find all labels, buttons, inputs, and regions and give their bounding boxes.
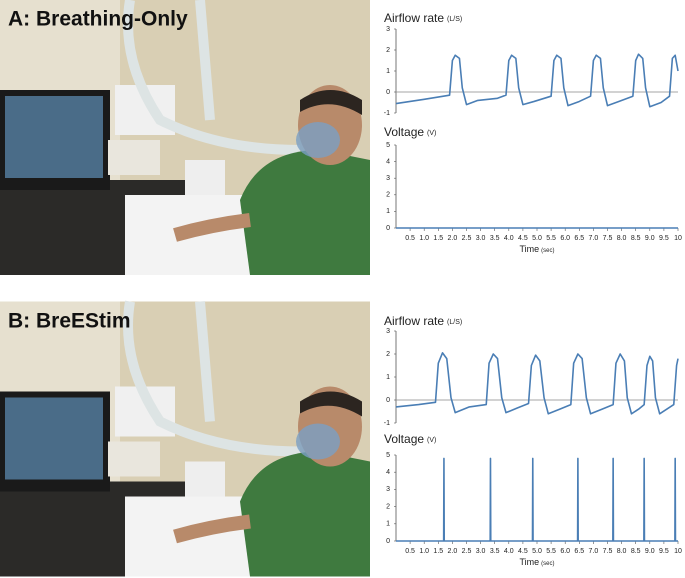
y-axis-title-text: Airflow rate [384,314,444,328]
y-tick-label: 0 [386,225,390,232]
x-tick-label: 6.0 [560,235,570,242]
y-tick-label: 1 [386,68,390,75]
data-line [395,53,679,108]
x-axis-title-text: Time [519,557,539,567]
x-tick-label: 8.5 [631,548,641,555]
y-tick-label: 2 [386,351,390,358]
y-tick-label: 0 [386,538,390,545]
y-tick-label: 5 [386,142,390,149]
x-tick-label: 3.5 [490,548,500,555]
x-tick-label: 5.5 [546,235,556,242]
panel-label: B: BreEStim [8,310,131,333]
y-axis-unit: (L/S) [447,16,462,23]
x-tick-label: 0.5 [405,548,415,555]
y-tick-label: 1 [386,208,390,215]
x-tick-label: 6.0 [560,548,570,555]
x-tick-label: 2.5 [462,235,472,242]
y-axis-title-text: Voltage [384,125,424,139]
x-tick-label: 5.0 [532,235,542,242]
x-tick-label: 9.0 [645,548,655,555]
panel-label: A: Breathing-Only [8,8,188,31]
data-line [395,352,679,415]
x-tick-label: 7.0 [589,548,599,555]
y-axis-title-text: Airflow rate [384,11,444,25]
x-tick-label: 6.5 [574,235,584,242]
x-axis-title: Time (sec) [519,244,554,254]
x-tick-label: 6.5 [574,548,584,555]
y-axis-unit: (V) [427,130,436,137]
x-tick-label: 0.5 [405,235,415,242]
y-tick-label: -1 [384,420,390,427]
y-axis-title: Voltage (V) [384,125,436,139]
y-axis-title: Voltage (V) [384,432,436,446]
y-axis-title-text: Voltage [384,432,424,446]
y-axis-unit: (L/S) [447,319,462,326]
x-axis-unit: (sec) [541,561,554,567]
y-tick-label: 3 [386,328,390,335]
x-tick-label: 1.0 [419,235,429,242]
x-tick-label: 3.5 [490,235,500,242]
x-tick-label: 4.0 [504,548,514,555]
y-axis-unit: (V) [427,437,436,444]
y-tick-label: 2 [386,47,390,54]
x-tick-label: 8.0 [617,235,627,242]
x-tick-label: 9.0 [645,235,655,242]
x-tick-label: 4.5 [518,548,528,555]
x-tick-label: 2.0 [448,548,458,555]
x-tick-label: 5.0 [532,548,542,555]
y-tick-label: 1 [386,521,390,528]
y-tick-label: 2 [386,503,390,510]
x-axis-title: Time (sec) [519,557,554,567]
photo [0,302,370,577]
x-tick-label: 2.5 [462,548,472,555]
x-tick-label: 4.0 [504,235,514,242]
y-tick-label: 3 [386,26,390,33]
x-tick-label: 10 [674,235,682,242]
y-tick-label: 1 [386,374,390,381]
data-line [396,457,678,542]
y-tick-label: 0 [386,397,390,404]
y-axis-title: Airflow rate (L/S) [384,314,462,328]
x-axis-title-text: Time [519,244,539,254]
y-tick-label: -1 [384,110,390,117]
x-tick-label: 9.5 [659,548,669,555]
x-tick-label: 8.5 [631,235,641,242]
x-tick-label: 5.5 [546,548,556,555]
x-tick-label: 1.0 [419,548,429,555]
y-tick-label: 3 [386,486,390,493]
x-tick-label: 8.0 [617,548,627,555]
y-tick-label: 0 [386,89,390,96]
x-tick-label: 3.0 [476,548,486,555]
x-tick-label: 7.5 [603,548,613,555]
x-tick-label: 2.0 [448,235,458,242]
x-axis-unit: (sec) [541,248,554,254]
x-tick-label: 3.0 [476,235,486,242]
y-tick-label: 2 [386,192,390,199]
y-tick-label: 5 [386,452,390,459]
y-tick-label: 4 [386,469,390,476]
y-axis-title: Airflow rate (L/S) [384,11,462,25]
y-tick-label: 4 [386,158,390,165]
x-tick-label: 10 [674,548,682,555]
x-tick-label: 1.5 [433,235,443,242]
photo [0,0,370,275]
x-tick-label: 4.5 [518,235,528,242]
x-tick-label: 1.5 [433,548,443,555]
x-tick-label: 7.5 [603,235,613,242]
x-tick-label: 9.5 [659,235,669,242]
x-tick-label: 7.0 [589,235,599,242]
y-tick-label: 3 [386,175,390,182]
